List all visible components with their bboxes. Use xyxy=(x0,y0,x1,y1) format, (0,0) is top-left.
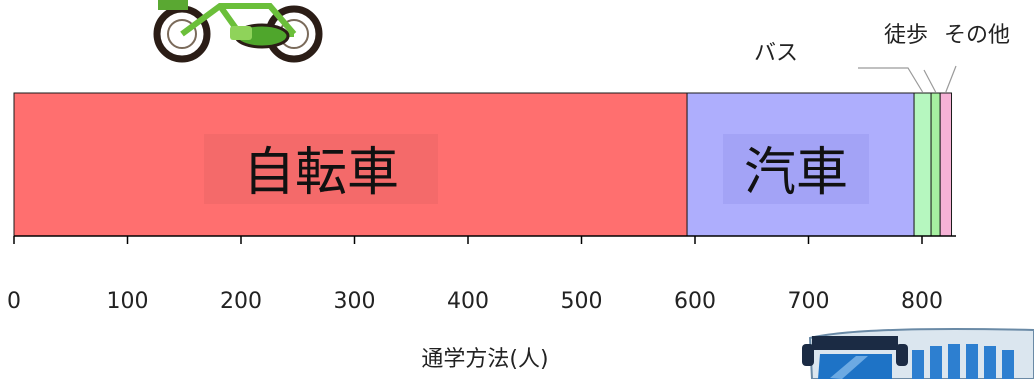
inbar-label-bg-1 xyxy=(723,134,869,204)
bar-segment-2 xyxy=(913,92,932,237)
x-tick-label-8: 800 xyxy=(901,289,943,314)
bus-icon xyxy=(802,328,1034,379)
inbar-labels: 自転車 汽車 xyxy=(204,134,869,204)
bar-segment-4 xyxy=(939,92,953,237)
leader-line-2 xyxy=(858,67,924,93)
x-axis-label: 通学方法(人) xyxy=(421,347,548,372)
small-category-labels: バス 徒歩 その他 xyxy=(754,23,1010,93)
x-tick-label-3: 300 xyxy=(334,289,376,314)
bar-segment-3 xyxy=(930,92,941,237)
inbar-label-bg-0 xyxy=(204,134,438,204)
inbar-label-1: 汽車 xyxy=(744,143,848,203)
small-label-2: バス xyxy=(754,41,798,66)
x-tick-label-2: 200 xyxy=(220,289,262,314)
small-label-3: 徒歩 xyxy=(884,23,928,48)
x-tick-label-6: 600 xyxy=(674,289,716,314)
inbar-label-0: 自転車 xyxy=(243,143,399,203)
x-tick-label-7: 700 xyxy=(788,289,830,314)
leader-line-4 xyxy=(945,65,957,93)
x-axis: 0 100 200 300 400 500 600 700 800 xyxy=(7,235,956,314)
x-tick-label-0: 0 xyxy=(7,289,21,314)
x-tick-label-4: 400 xyxy=(447,289,489,314)
small-label-4: その他 xyxy=(944,23,1010,48)
leader-line-3 xyxy=(923,69,937,93)
x-tick-label-5: 500 xyxy=(561,289,603,314)
bicycle-icon xyxy=(153,0,323,63)
x-tick-label-1: 100 xyxy=(107,289,149,314)
